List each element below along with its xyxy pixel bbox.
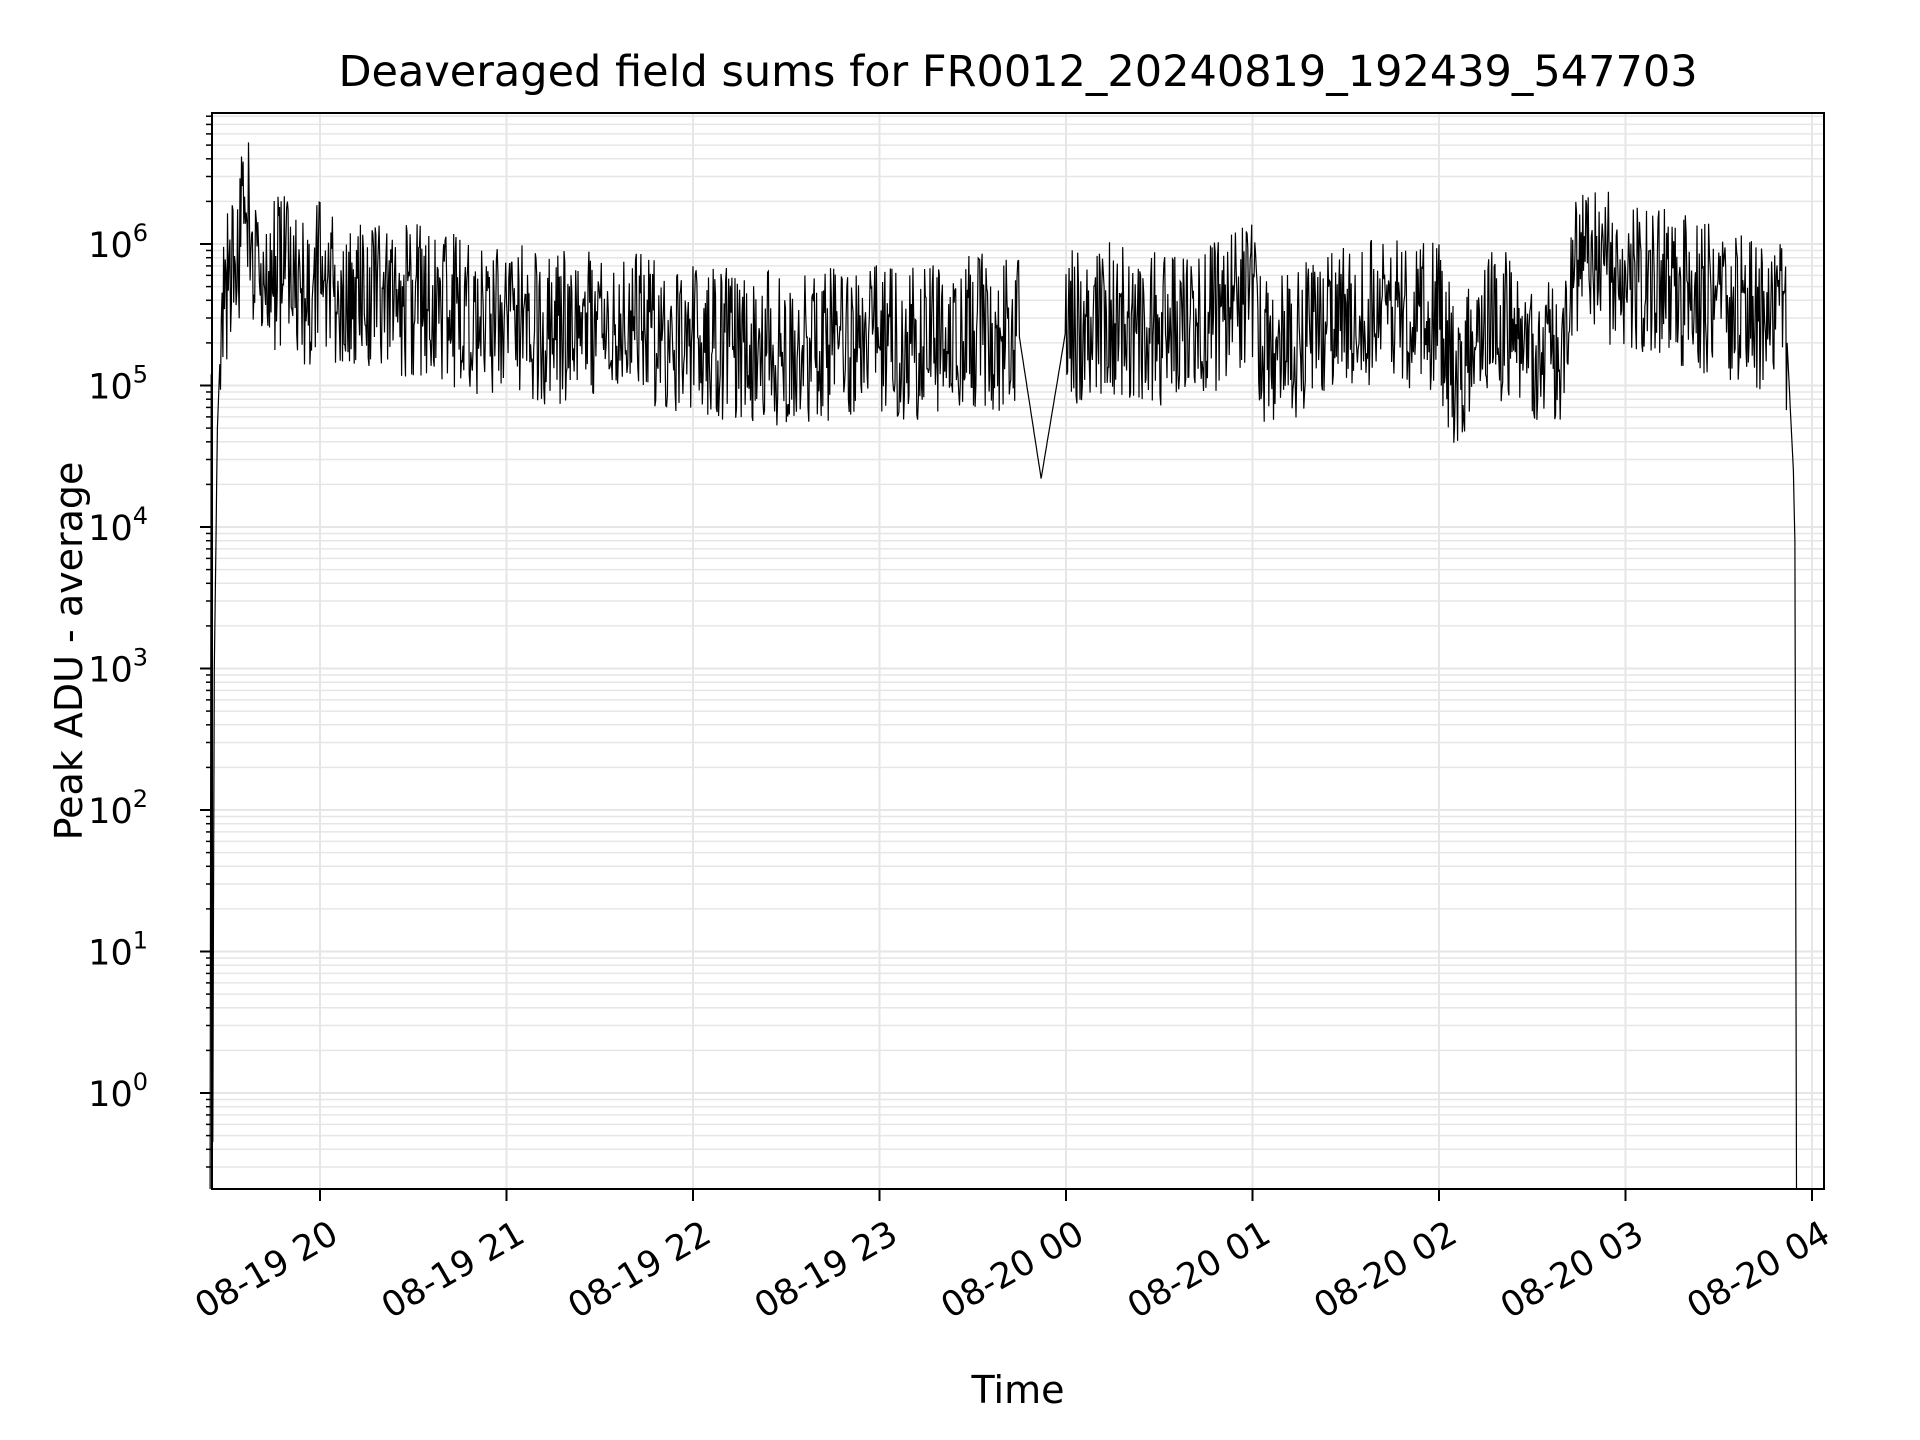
y-tick-label: 101 [88,927,148,974]
y-tick-label: 105 [88,361,148,408]
x-axis-label: Time [971,1368,1065,1412]
y-tick-label: 104 [88,502,148,549]
y-tick-label: 106 [88,219,148,266]
grid [212,113,1824,1189]
y-axis-ticks: 100 101 102 103 104 105 106 [88,115,212,1168]
y-tick-label: 100 [88,1068,148,1115]
y-tick-label: 102 [88,785,148,832]
chart-title: Deaveraged field sums for FR0012_2024081… [338,47,1697,97]
series-line [209,142,1798,1190]
y-tick-label: 103 [88,644,148,691]
data-series [209,142,1798,1190]
y-axis-label: Peak ADU - average [47,462,91,841]
plot-frame [211,112,1825,1190]
